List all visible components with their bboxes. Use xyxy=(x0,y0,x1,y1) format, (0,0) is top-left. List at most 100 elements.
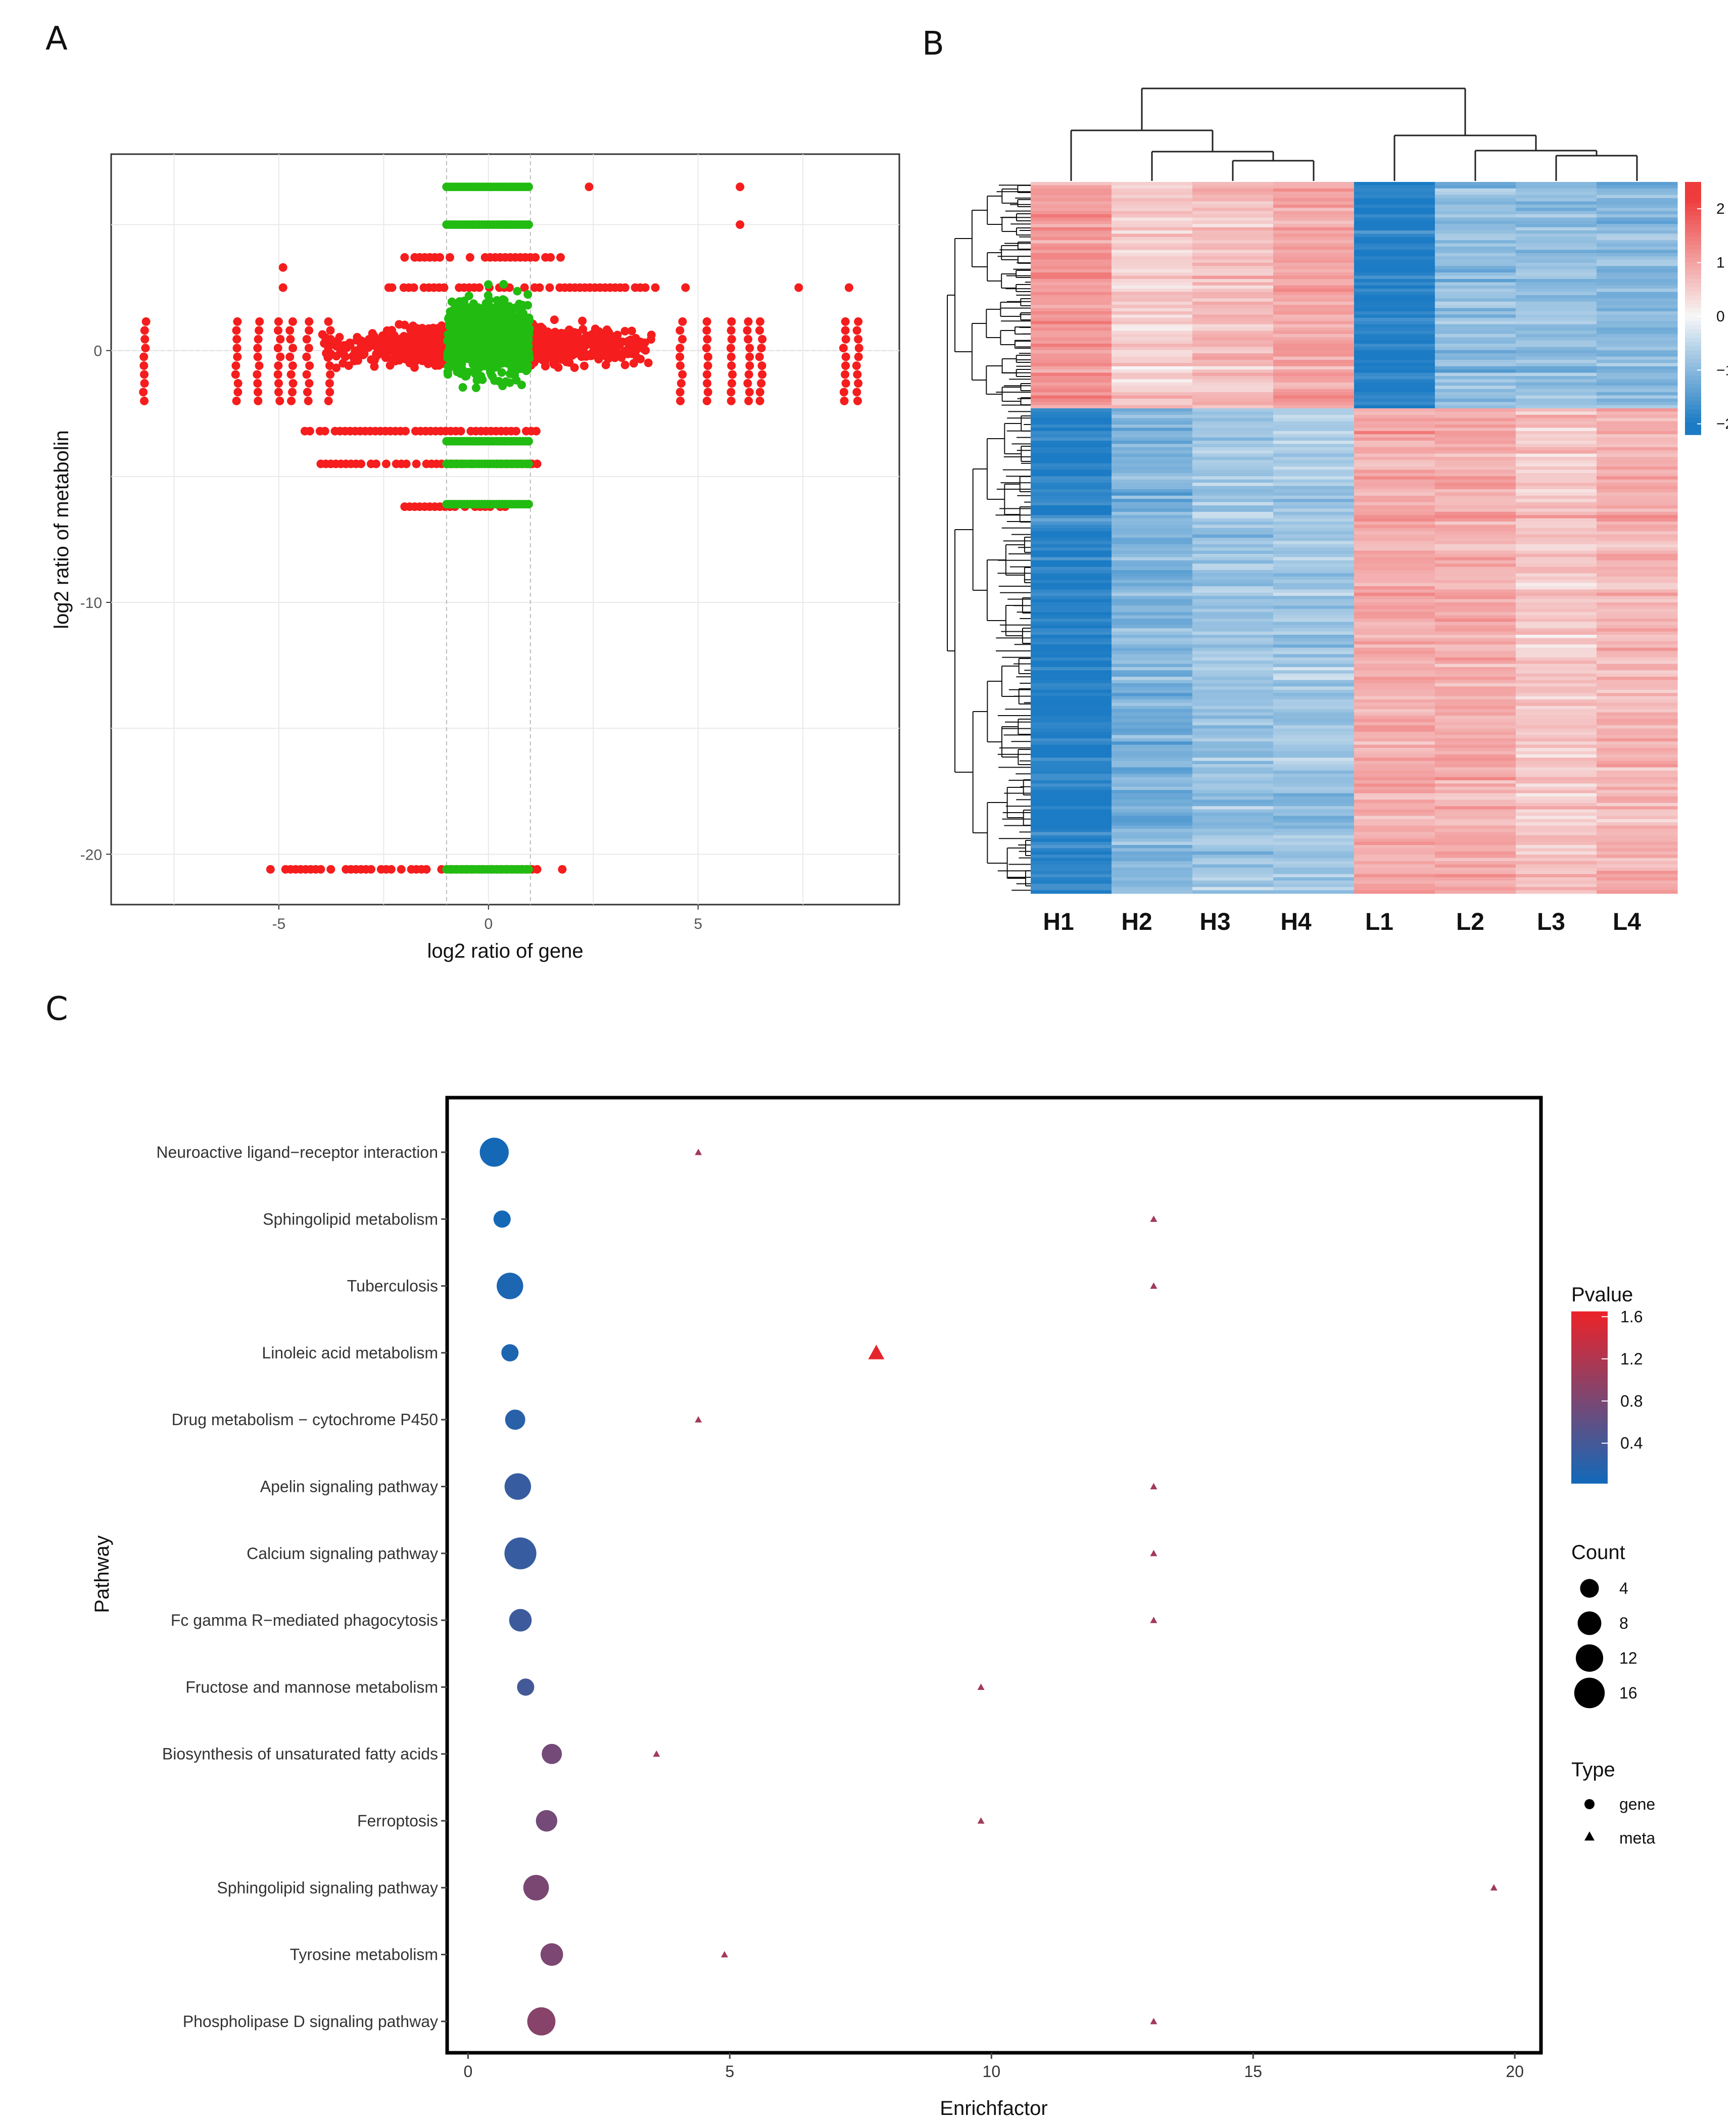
heatmap-cell xyxy=(1354,220,1435,224)
panel-a-data-point xyxy=(702,326,711,335)
heatmap-cell xyxy=(1112,437,1193,441)
heatmap-row xyxy=(1031,735,1678,739)
heatmap-cell xyxy=(1354,469,1435,474)
heatmap-cell xyxy=(1597,308,1678,312)
heatmap-cell xyxy=(1516,725,1597,729)
heatmap-cell xyxy=(1112,677,1193,681)
heatmap-cell xyxy=(1597,838,1678,842)
heatmap-cell xyxy=(1031,188,1112,192)
panel-label-a: A xyxy=(45,20,68,58)
heatmap-cell xyxy=(1597,689,1678,693)
heatmap-cell xyxy=(1031,764,1112,768)
heatmap-cell xyxy=(1112,838,1193,842)
heatmap-cell xyxy=(1354,725,1435,729)
heatmap-cell xyxy=(1354,250,1435,254)
heatmap-cell xyxy=(1516,217,1597,221)
heatmap-row xyxy=(1031,780,1678,784)
heatmap-cell xyxy=(1031,402,1112,406)
panel-a-data-point xyxy=(852,326,861,335)
heatmap-cell xyxy=(1435,486,1516,490)
heatmap-cell xyxy=(1273,489,1355,493)
heatmap-cell xyxy=(1273,573,1355,577)
heatmap-cell xyxy=(1031,608,1112,612)
panel-a-data-point xyxy=(854,352,863,361)
heatmap-cell xyxy=(1597,602,1678,606)
heatmap-cell xyxy=(1112,499,1193,503)
heatmap-cell xyxy=(1516,450,1597,454)
panel-a-data-point xyxy=(325,388,334,397)
heatmap-cell xyxy=(1192,644,1274,648)
heatmap-cell xyxy=(1435,605,1516,609)
heatmap-cell xyxy=(1031,667,1112,671)
heatmap-row xyxy=(1031,360,1678,363)
heatmap-cell xyxy=(1435,211,1516,215)
heatmap-cell xyxy=(1516,758,1597,762)
heatmap-cell xyxy=(1273,770,1355,774)
panel-a-data-point xyxy=(253,379,262,388)
heatmap-cell xyxy=(1597,796,1678,800)
heatmap-cell xyxy=(1273,841,1355,845)
heatmap-cell xyxy=(1597,622,1678,626)
heatmap-row xyxy=(1031,547,1678,551)
panel-a-data-point xyxy=(255,361,264,370)
heatmap-cell xyxy=(1273,321,1355,325)
heatmap-row xyxy=(1031,841,1678,845)
panel-a-data-point xyxy=(458,365,467,374)
heatmap-cell xyxy=(1597,728,1678,732)
heatmap-cell xyxy=(1192,702,1274,706)
heatmap-cell xyxy=(1112,628,1193,632)
heatmap-cell xyxy=(1354,437,1435,441)
heatmap-cell xyxy=(1516,266,1597,270)
heatmap-row xyxy=(1031,201,1678,205)
heatmap-cell xyxy=(1516,719,1597,723)
heatmap-cell xyxy=(1516,418,1597,422)
heatmap-cell xyxy=(1597,314,1678,318)
heatmap-cell xyxy=(1192,874,1274,878)
panel-a-data-point xyxy=(841,326,850,335)
heatmap-cell xyxy=(1435,308,1516,312)
panel-a-data-point xyxy=(336,348,345,357)
heatmap-cell xyxy=(1516,744,1597,748)
heatmap-cell xyxy=(1435,469,1516,474)
heatmap-cell xyxy=(1273,777,1355,781)
heatmap-cell xyxy=(1435,813,1516,816)
heatmap-cell xyxy=(1354,641,1435,645)
heatmap-cell xyxy=(1354,376,1435,380)
heatmap-cell xyxy=(1192,317,1274,321)
heatmap-cell xyxy=(1516,592,1597,596)
panel-a-data-point xyxy=(516,309,525,318)
heatmap-cell xyxy=(1031,317,1112,321)
panel-a-data-point xyxy=(839,388,848,397)
heatmap-cell xyxy=(1597,369,1678,373)
heatmap-cell xyxy=(1273,722,1355,726)
heatmap-cell xyxy=(1192,599,1274,603)
heatmap-row xyxy=(1031,331,1678,335)
heatmap-cell xyxy=(1273,463,1355,467)
heatmap-cell xyxy=(1516,425,1597,428)
heatmap-cell xyxy=(1273,848,1355,852)
heatmap-cell xyxy=(1435,799,1516,804)
panel-a-data-point xyxy=(430,341,440,350)
heatmap-cell xyxy=(1435,732,1516,735)
heatmap-cell xyxy=(1435,344,1516,347)
heatmap-cell xyxy=(1031,247,1112,250)
heatmap-cell xyxy=(1435,638,1516,642)
panel-a-data-point xyxy=(514,343,523,352)
heatmap-cell xyxy=(1597,285,1678,289)
heatmap-cell xyxy=(1273,279,1355,282)
heatmap-cell xyxy=(1273,732,1355,735)
heatmap-cell xyxy=(1273,259,1355,263)
heatmap-cell xyxy=(1435,531,1516,535)
heatmap-cell xyxy=(1031,858,1112,862)
panel-a-data-point xyxy=(388,283,397,292)
heatmap-cell xyxy=(1273,631,1355,635)
heatmap-cell xyxy=(1031,651,1112,654)
heatmap-row xyxy=(1031,473,1678,477)
panel-a-data-point xyxy=(516,364,525,373)
panel-a-data-point xyxy=(755,317,764,326)
heatmap-cell xyxy=(1112,483,1193,487)
heatmap-cell xyxy=(1192,608,1274,612)
panel-a-data-point xyxy=(275,396,284,405)
heatmap-cell xyxy=(1435,392,1516,396)
heatmap-cell xyxy=(1273,877,1355,881)
